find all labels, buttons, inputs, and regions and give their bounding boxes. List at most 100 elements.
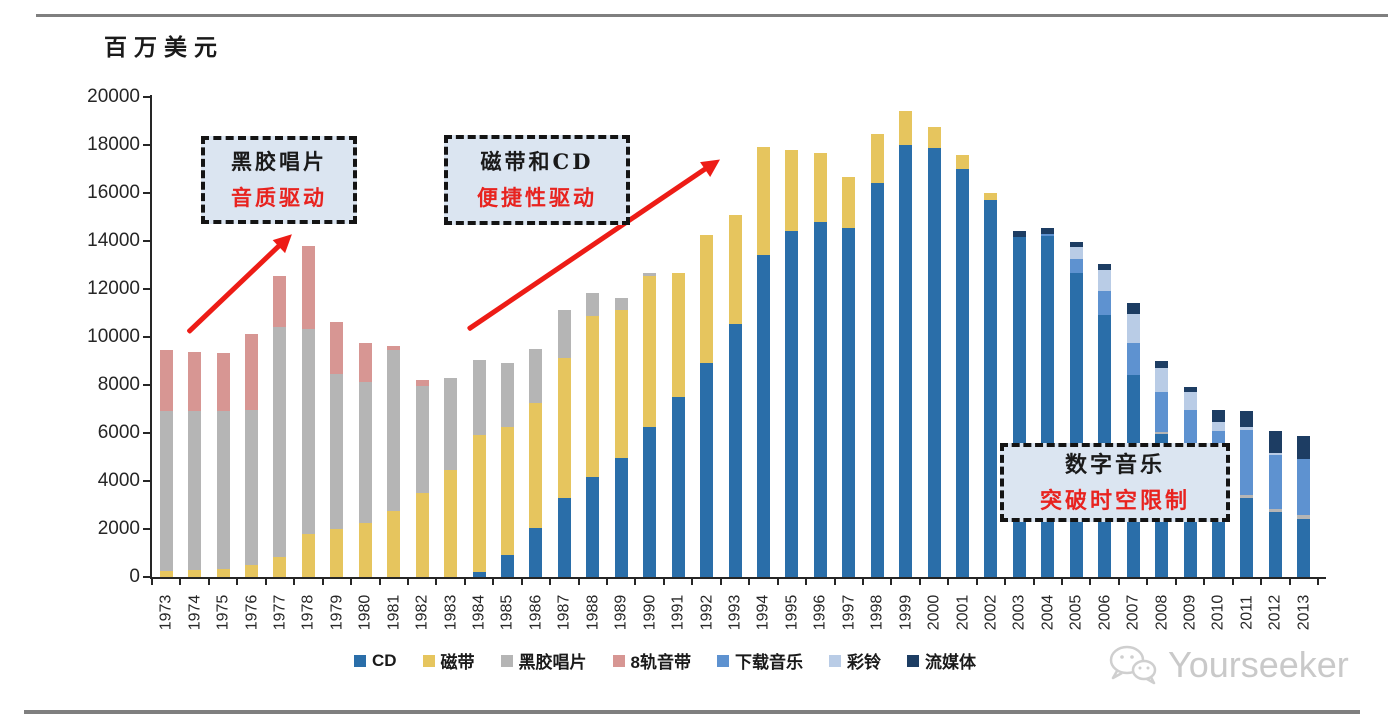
x-axis-tick-label: 2012 <box>1266 594 1284 631</box>
x-axis-tick-label: 2013 <box>1295 594 1313 631</box>
y-axis-line <box>150 95 152 579</box>
x-axis-tick <box>606 579 609 585</box>
legend-label: 下载音乐 <box>735 653 804 672</box>
bar-stack-1994 <box>756 147 770 577</box>
y-axis-tick <box>143 576 150 578</box>
bar-segment-下载音乐 <box>1041 233 1055 237</box>
x-axis-tick <box>577 579 580 585</box>
x-axis-tick <box>406 579 409 585</box>
x-axis-tick <box>492 579 495 585</box>
bar-segment-磁带 <box>188 569 202 577</box>
y-axis-tick-label: 4000 <box>97 470 140 491</box>
bar-stack-1997 <box>842 177 856 577</box>
y-axis-tick-label: 10000 <box>87 326 140 347</box>
top-divider <box>36 14 1388 17</box>
bar-segment-流媒体 <box>1126 303 1140 314</box>
bar-segment-磁带 <box>756 147 770 255</box>
bar-stack-1974 <box>188 352 202 577</box>
bar-segment-磁带 <box>813 153 827 222</box>
bar-segment-CD <box>927 147 941 577</box>
bar-segment-黑胶唱片 <box>614 298 628 310</box>
x-axis-tick <box>463 579 466 585</box>
legend-label: CD <box>371 650 397 670</box>
bar-segment-CD <box>1069 273 1083 577</box>
bar-stack-1973 <box>159 350 173 577</box>
bar-segment-流媒体 <box>1297 436 1311 459</box>
bar-stack-1986 <box>529 349 543 577</box>
bar-stack-1978 <box>301 245 315 577</box>
x-axis-tick <box>1089 579 1092 585</box>
bar-stack-1982 <box>415 379 429 577</box>
bar-segment-黑胶唱片 <box>273 326 287 557</box>
x-axis-tick <box>1032 579 1035 585</box>
bar-segment-磁带 <box>415 492 429 577</box>
bar-segment-黑胶唱片 <box>159 411 173 571</box>
legend-swatch <box>717 654 730 667</box>
bar-stack-1998 <box>870 134 884 577</box>
bar-segment-黑胶唱片 <box>415 385 429 493</box>
x-axis-line <box>150 577 1326 579</box>
y-axis-tick <box>143 192 150 194</box>
x-axis-tick-label: 1973 <box>157 594 175 631</box>
x-axis-tick <box>918 579 921 585</box>
x-axis-tick-label: 1999 <box>897 594 915 631</box>
bar-segment-黑胶唱片 <box>557 310 571 359</box>
bar-segment-流媒体 <box>1069 242 1083 248</box>
bar-segment-CD <box>842 227 856 577</box>
x-axis-tick <box>691 579 694 585</box>
bar-segment-黑胶唱片 <box>1268 508 1282 513</box>
bar-segment-磁带 <box>671 273 685 397</box>
bar-segment-磁带 <box>643 275 657 428</box>
bar-segment-磁带 <box>700 235 714 363</box>
bar-segment-彩铃 <box>1155 368 1169 392</box>
x-axis-tick <box>1260 579 1263 585</box>
x-axis-tick <box>1146 579 1149 585</box>
legend-swatch <box>907 654 920 667</box>
bar-segment-下载音乐 <box>1268 454 1282 509</box>
bar-segment-流媒体 <box>1211 410 1225 422</box>
bar-segment-CD <box>500 554 514 577</box>
x-axis-tick-label: 2004 <box>1039 594 1057 631</box>
x-axis-tick-label: 1989 <box>612 594 630 631</box>
bar-segment-流媒体 <box>1240 411 1254 427</box>
x-axis-tick <box>378 579 381 585</box>
bar-segment-黑胶唱片 <box>500 362 514 427</box>
bar-segment-磁带 <box>529 403 543 529</box>
x-axis-tick-label: 2007 <box>1124 594 1142 631</box>
x-axis-tick-label: 1987 <box>555 594 573 631</box>
bar-segment-CD <box>1297 519 1311 577</box>
bar-segment-彩铃 <box>1268 453 1282 455</box>
y-axis-tick <box>143 288 150 290</box>
bar-segment-CD <box>984 200 998 577</box>
bar-segment-CD <box>1268 512 1282 577</box>
y-axis-tick <box>143 336 150 338</box>
bar-segment-8轨音带 <box>273 276 287 327</box>
bar-stack-1985 <box>500 362 514 577</box>
bar-segment-8轨音带 <box>301 245 315 329</box>
x-axis-tick-label: 1979 <box>328 594 346 631</box>
x-axis-tick <box>1288 579 1291 585</box>
bar-stack-2012 <box>1268 430 1282 577</box>
bar-segment-黑胶唱片 <box>1155 432 1169 435</box>
bar-segment-下载音乐 <box>1240 430 1254 495</box>
bar-segment-CD <box>586 477 600 577</box>
x-axis-tick-label: 1985 <box>498 594 516 631</box>
bar-segment-磁带 <box>728 214 742 325</box>
bar-segment-CD <box>785 231 799 577</box>
y-axis-tick-label: 8000 <box>97 374 140 395</box>
legend-item-彩铃: 彩铃 <box>829 648 881 673</box>
legend-swatch <box>500 654 513 667</box>
bar-segment-磁带 <box>870 134 884 184</box>
x-axis-tick-label: 1990 <box>641 594 659 631</box>
bar-stack-1983 <box>444 377 458 577</box>
x-axis-tick <box>1203 579 1206 585</box>
bar-segment-黑胶唱片 <box>245 409 259 566</box>
legend-swatch <box>829 654 842 667</box>
bar-segment-8轨音带 <box>216 353 230 411</box>
x-axis-tick-label: 1992 <box>698 594 716 631</box>
bar-segment-磁带 <box>387 510 401 577</box>
bar-segment-CD <box>1240 497 1254 577</box>
bar-stack-1992 <box>700 235 714 577</box>
x-axis-tick <box>321 579 324 585</box>
bar-segment-彩铃 <box>1240 426 1254 431</box>
